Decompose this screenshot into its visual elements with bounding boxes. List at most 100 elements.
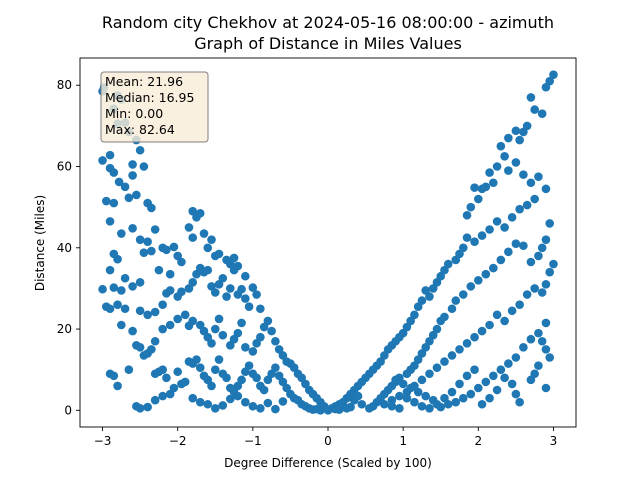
data-point-18: [128, 171, 137, 180]
data-point-200: [241, 397, 250, 407]
data-point-86: [199, 229, 209, 238]
points-layer: [98, 70, 558, 415]
data-point-96: [117, 320, 126, 330]
data-point-210: [549, 70, 558, 79]
data-point-188: [143, 402, 152, 412]
data-point-205: [278, 397, 288, 406]
data-point-380: [455, 379, 464, 389]
data-point-107: [180, 310, 190, 320]
data-point-163: [237, 375, 246, 385]
data-point-185: [124, 365, 134, 375]
data-point-365: [541, 345, 551, 354]
data-point-323: [522, 290, 532, 299]
data-point-87: [203, 243, 213, 253]
data-point-219: [515, 135, 524, 145]
data-point-239: [522, 200, 532, 210]
data-point-53: [135, 306, 145, 316]
data-point-31: [147, 246, 156, 256]
data-point-287: [526, 257, 536, 267]
data-point-294: [474, 275, 483, 285]
stat-max: Max: 82.64: [105, 122, 175, 137]
data-point-350: [489, 371, 498, 381]
data-point-367: [534, 361, 543, 370]
data-point-381: [447, 387, 457, 397]
data-point-373: [500, 373, 509, 383]
data-point-391: [357, 399, 367, 409]
data-point-235: [526, 178, 536, 188]
data-point-295: [466, 282, 476, 291]
data-point-72: [226, 284, 235, 293]
data-point-189: [150, 395, 160, 405]
data-point-309: [402, 369, 412, 379]
data-point-128: [271, 336, 280, 346]
data-point-231: [462, 210, 472, 220]
data-point-16: [114, 177, 124, 187]
y-tick-label: 40: [57, 241, 72, 255]
data-point-374: [492, 385, 502, 395]
data-point-377: [541, 383, 551, 393]
data-point-76: [241, 294, 250, 303]
data-point-247: [462, 233, 472, 242]
y-tick-label: 60: [57, 160, 72, 174]
data-point-52: [105, 304, 115, 314]
data-point-321: [537, 288, 547, 297]
data-point-255: [428, 284, 438, 293]
data-point-320: [541, 280, 551, 289]
data-point-344: [534, 328, 543, 338]
data-point-78: [248, 283, 258, 292]
data-point-39: [154, 265, 164, 275]
data-point-13: [98, 156, 107, 165]
y-axis-label: Distance (Miles): [33, 195, 47, 291]
y-tick-label: 0: [64, 403, 72, 417]
data-point-389: [387, 401, 397, 411]
data-point-83: [195, 208, 205, 218]
data-point-165: [244, 361, 254, 370]
x-tick-label: 3: [550, 434, 558, 448]
data-point-290: [504, 247, 513, 257]
data-point-26: [117, 229, 126, 238]
data-point-328: [485, 320, 494, 330]
data-point-286: [534, 251, 543, 261]
data-point-109: [188, 316, 198, 326]
data-point-198: [226, 394, 235, 404]
data-point-232: [504, 166, 513, 175]
data-point-42: [105, 265, 115, 275]
data-point-335: [432, 363, 442, 372]
data-point-370: [515, 397, 524, 407]
data-point-259: [413, 302, 423, 312]
data-point-213: [537, 109, 547, 118]
data-point-330: [470, 332, 479, 342]
data-point-157: [214, 355, 224, 364]
data-point-233: [511, 158, 521, 167]
data-point-203: [263, 398, 273, 408]
data-point-238: [530, 194, 539, 204]
data-point-283: [541, 235, 551, 244]
data-point-364: [545, 353, 554, 362]
data-point-223: [492, 162, 502, 171]
data-point-106: [173, 314, 182, 324]
data-point-156: [210, 365, 220, 375]
stat-median: Median: 16.95: [105, 90, 194, 105]
data-point-48: [135, 278, 145, 287]
data-point-246: [470, 237, 479, 246]
data-point-347: [511, 353, 521, 362]
data-point-225: [489, 178, 498, 188]
data-point-38: [165, 269, 175, 279]
data-point-346: [519, 343, 528, 352]
data-point-124: [256, 332, 265, 342]
stat-min: Min: 0.00: [105, 106, 163, 121]
data-point-103: [150, 336, 160, 346]
data-point-329: [477, 326, 487, 336]
data-point-84: [184, 223, 194, 232]
data-point-324: [515, 300, 524, 309]
data-point-337: [417, 375, 427, 385]
data-point-234: [519, 170, 528, 179]
data-point-144: [158, 365, 167, 375]
chart-subtitle: Graph of Distance in Miles Values: [194, 34, 462, 53]
data-point-11: [139, 162, 149, 171]
data-point-114: [210, 324, 220, 334]
data-point-326: [500, 316, 509, 326]
data-point-88: [207, 235, 216, 244]
data-point-202: [256, 404, 265, 413]
